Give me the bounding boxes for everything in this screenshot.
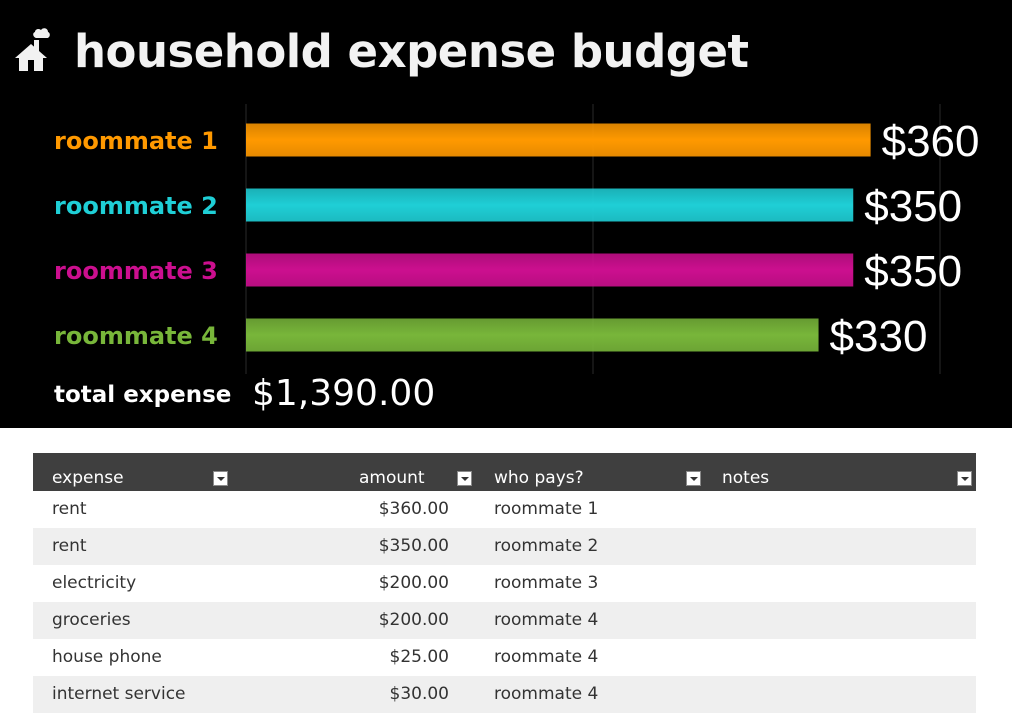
who-pays-cell[interactable]: roommate 2 xyxy=(494,536,599,556)
expense-cell[interactable]: electricity xyxy=(52,573,137,593)
total-expense-label: total expense xyxy=(54,382,232,408)
expense-cell[interactable]: rent xyxy=(52,536,87,556)
chart-bar xyxy=(246,188,854,222)
bar-category-label: roommate 1 xyxy=(54,127,218,155)
column-header-amount: amount xyxy=(359,468,425,488)
chart-bar xyxy=(246,253,854,287)
table-header: expense amount who pays? notes xyxy=(33,453,976,491)
column-header-notes: notes xyxy=(722,468,770,488)
bar-value-label: $350 xyxy=(864,182,962,231)
expense-cell[interactable]: groceries xyxy=(52,610,131,630)
budget-dashboard: household expense budget roommate 1 $360 r… xyxy=(0,0,1012,428)
bar-value-label: $330 xyxy=(830,312,928,361)
expense-table: expense amount who pays? notes rent $360.… xyxy=(33,453,976,713)
amount-cell[interactable]: $30.00 xyxy=(389,684,449,704)
expense-cell[interactable]: house phone xyxy=(52,647,162,667)
column-header-who-pays: who pays? xyxy=(494,468,584,488)
table-row[interactable]: internet service $30.00 roommate 4 xyxy=(33,676,976,713)
table-row[interactable]: rent $350.00 roommate 2 xyxy=(33,528,976,565)
table-body: rent $360.00 roommate 1 rent $350.00 roommate… xyxy=(33,491,976,713)
amount-cell[interactable]: $350.00 xyxy=(378,536,449,556)
amount-cell[interactable]: $200.00 xyxy=(378,573,449,593)
house-icon xyxy=(15,28,50,71)
bar-value-label: $350 xyxy=(864,247,962,296)
bar-value-label: $360 xyxy=(882,117,980,166)
expense-cell[interactable]: rent xyxy=(52,499,87,519)
filter-dropdown-notes[interactable] xyxy=(957,471,972,486)
bar-category-label: roommate 2 xyxy=(54,192,218,220)
table-row[interactable]: electricity $200.00 roommate 3 xyxy=(33,565,976,602)
who-pays-cell[interactable]: roommate 4 xyxy=(494,647,599,667)
amount-cell[interactable]: $360.00 xyxy=(378,499,449,519)
table-row[interactable]: groceries $200.00 roommate 4 xyxy=(33,602,976,639)
filter-dropdown-who-pays[interactable] xyxy=(686,471,701,486)
filter-dropdown-expense[interactable] xyxy=(213,471,228,486)
amount-cell[interactable]: $25.00 xyxy=(389,647,449,667)
column-header-expense: expense xyxy=(52,468,124,488)
who-pays-cell[interactable]: roommate 3 xyxy=(494,573,599,593)
page-title: household expense budget xyxy=(74,25,749,78)
table-row[interactable]: house phone $25.00 roommate 4 xyxy=(33,639,976,676)
total-expense-value: $1,390.00 xyxy=(252,373,436,414)
who-pays-cell[interactable]: roommate 4 xyxy=(494,610,599,630)
who-pays-cell[interactable]: roommate 1 xyxy=(494,499,599,519)
bar-category-label: roommate 3 xyxy=(54,257,218,285)
filter-dropdown-amount[interactable] xyxy=(457,471,472,486)
who-pays-cell[interactable]: roommate 4 xyxy=(494,684,599,704)
chart-bar xyxy=(246,123,871,157)
table-row[interactable]: rent $360.00 roommate 1 xyxy=(33,491,976,528)
bar-category-label: roommate 4 xyxy=(54,322,218,350)
amount-cell[interactable]: $200.00 xyxy=(378,610,449,630)
roommate-share-chart: roommate 1 $360 roommate 2 $350 roommate 3 $3… xyxy=(54,104,980,374)
chart-bar xyxy=(246,318,819,352)
expense-cell[interactable]: internet service xyxy=(52,684,186,704)
